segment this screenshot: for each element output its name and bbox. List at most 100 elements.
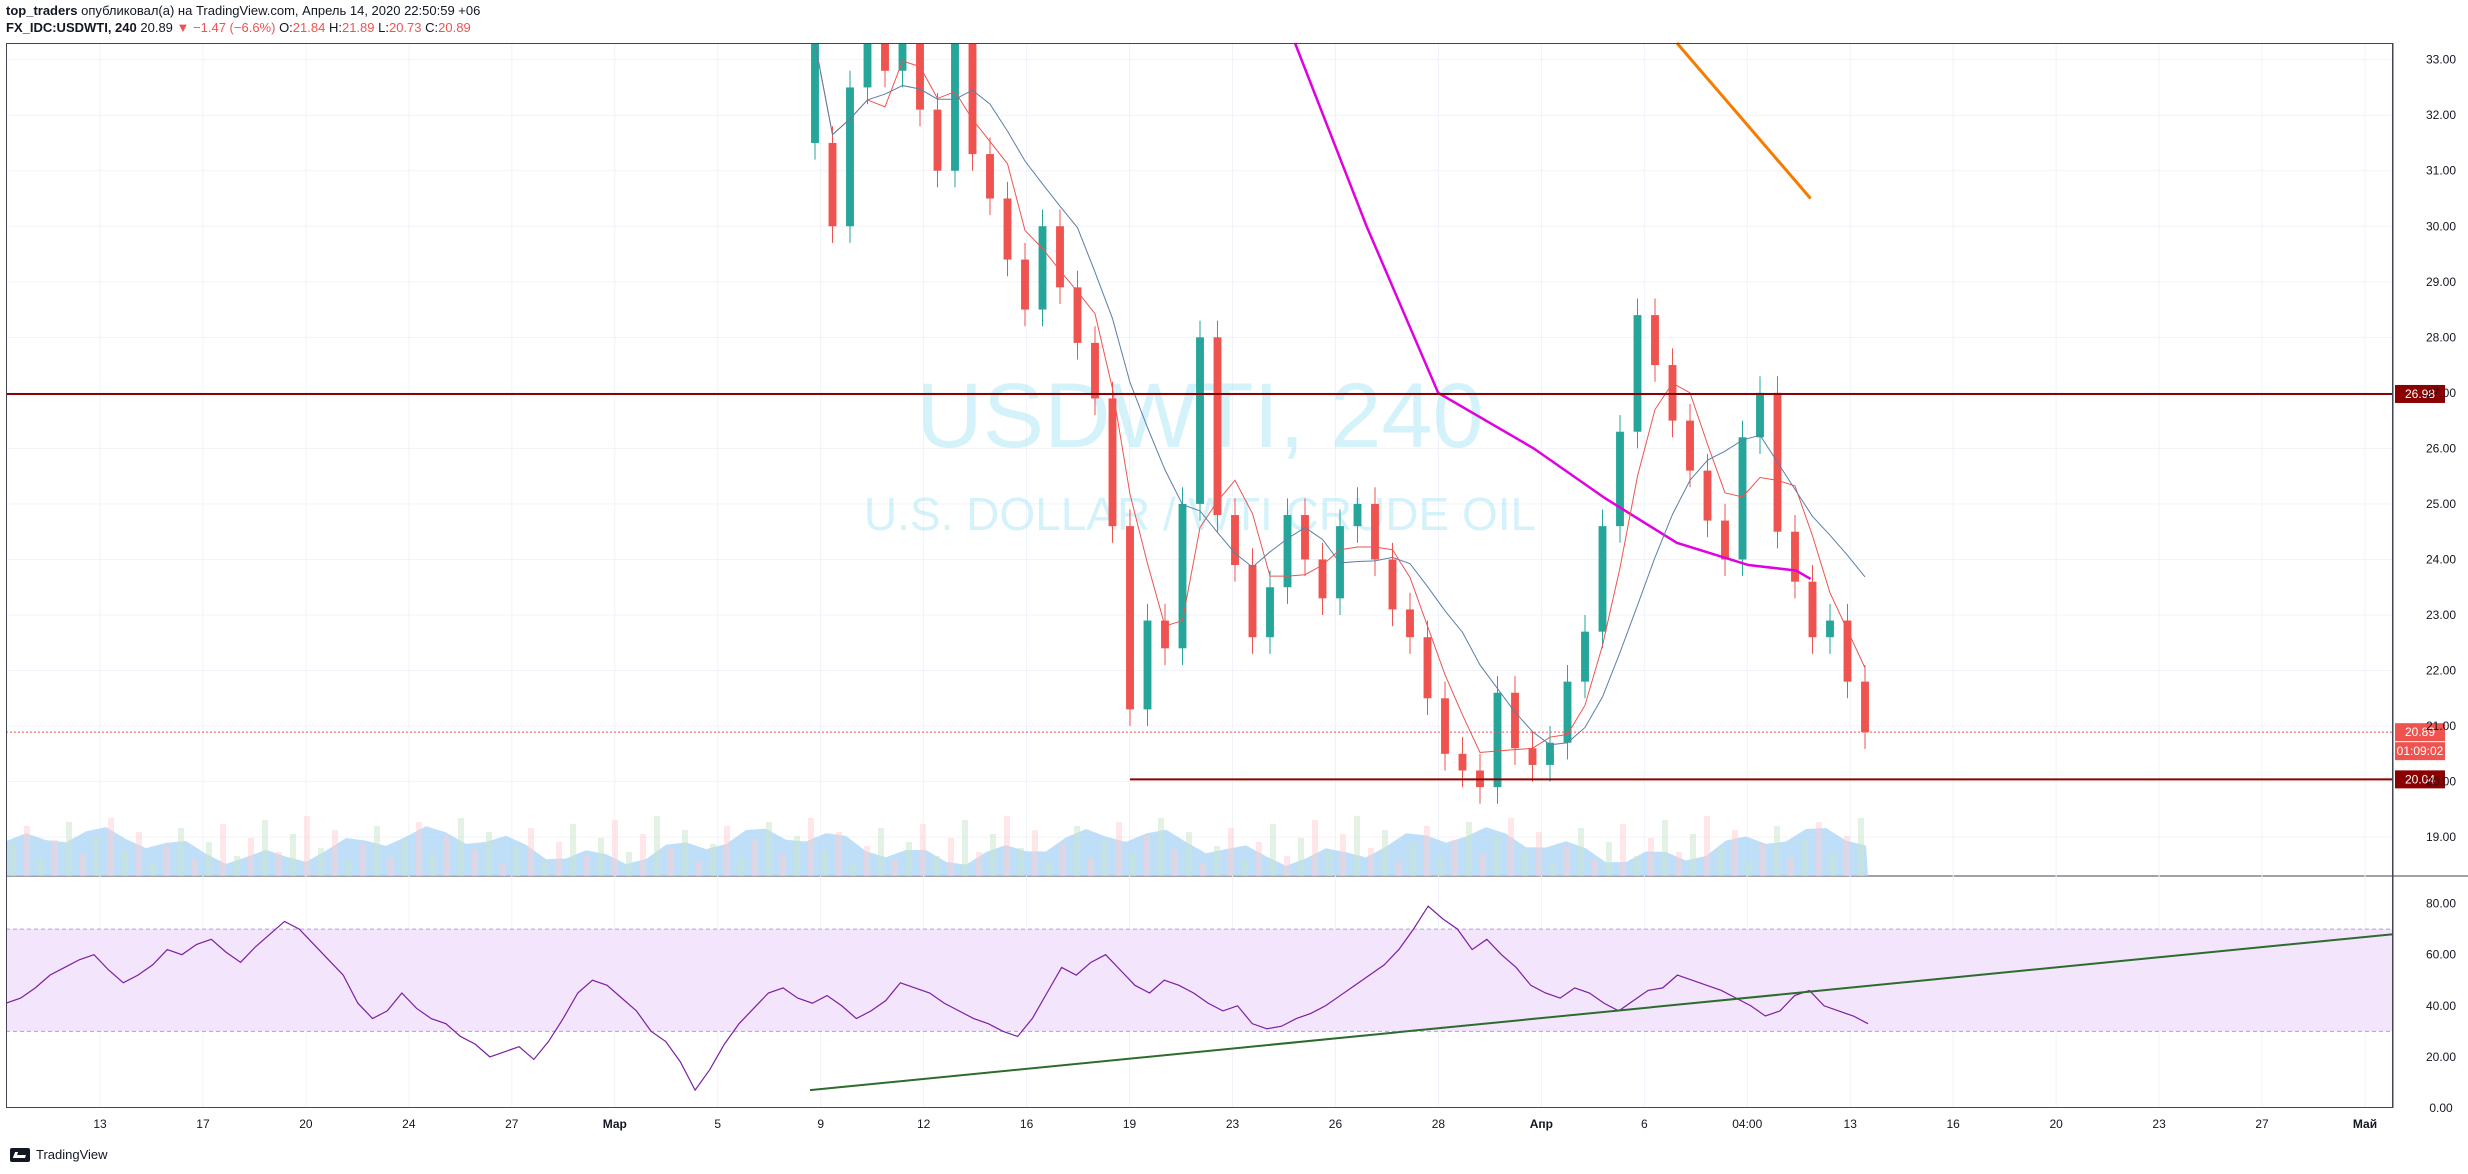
volume-bar (220, 824, 226, 876)
volume-bar (1018, 848, 1024, 876)
candle-body (1318, 559, 1327, 599)
volume-bar (612, 820, 618, 876)
candle-body (1826, 620, 1834, 638)
volume-bar (1284, 856, 1290, 876)
volume-bar (682, 830, 688, 876)
level-price-label: 20.89 (2405, 725, 2435, 739)
tradingview-footer[interactable]: TradingView (10, 1147, 108, 1162)
candle-body (1563, 681, 1572, 743)
price-levels[interactable]: 26.98 20.04 20.89 01:09:02 (6, 384, 2445, 789)
volume-bar (1746, 862, 1752, 876)
volume-bar (304, 816, 310, 876)
rsi-band (6, 929, 2393, 1032)
volume-bar (1368, 848, 1374, 876)
candle-body (1353, 503, 1362, 527)
time-axis[interactable]: 13 17 20 24 27 Мар 5 9 12 16 19 23 26 28 Апр 6 04:00 13 16… (93, 1117, 2377, 1131)
volume-bar (1732, 830, 1738, 876)
volume-bar (1606, 842, 1612, 876)
time-tick-label: 23 (2152, 1117, 2166, 1131)
volume-bar (1662, 820, 1668, 876)
rsi-line (5, 905, 1869, 1092)
volume-bar (248, 838, 254, 876)
price-tick-label: 20.00 (2426, 775, 2456, 789)
author-name[interactable]: top_traders (6, 3, 78, 18)
volume-bar (556, 842, 562, 876)
countdown-label: 01:09:02 (2397, 744, 2444, 758)
volume-bar (1592, 860, 1598, 876)
ma-line-red (814, 42, 1866, 753)
volume-bar (1760, 844, 1766, 876)
volume-bar (1256, 842, 1262, 876)
volume-bar (654, 816, 660, 876)
candle-body (1423, 637, 1432, 699)
moving-averages (814, 42, 1866, 753)
volume-bar (1340, 834, 1346, 876)
volume-bar (136, 832, 142, 876)
price-tick-label: 33.00 (2426, 53, 2456, 67)
candle-body (1668, 365, 1677, 421)
volume-bar (1088, 858, 1094, 876)
price-tick-label: 32.00 (2426, 108, 2456, 122)
volume-bar (710, 844, 716, 876)
candle-body (1686, 420, 1694, 471)
volume-bar (920, 824, 926, 876)
volume-bar (52, 840, 58, 876)
volume-bar (1326, 852, 1332, 876)
volume-bar (906, 842, 912, 876)
volume-bar (1102, 840, 1108, 876)
volume-bar (724, 826, 730, 876)
time-tick-label: Май (2353, 1117, 2377, 1131)
candle-body (951, 43, 959, 171)
candle-body (1581, 631, 1589, 682)
volume-bar (444, 836, 450, 876)
volume-bar (1522, 850, 1528, 876)
volume-bar (1410, 844, 1416, 876)
volume-bar (1494, 836, 1500, 876)
volume-bar (836, 832, 842, 876)
time-tick-label: 12 (917, 1117, 931, 1131)
volume-bar (1200, 864, 1206, 876)
candle-body (1493, 692, 1502, 788)
volume-bar (1550, 864, 1556, 876)
volume-area (6, 826, 1868, 876)
volume-bar (206, 842, 212, 876)
candle-body (1073, 287, 1082, 343)
volume-bar (794, 836, 800, 876)
down-arrow-icon: ▼ (176, 20, 190, 35)
volume-bar (1578, 828, 1584, 876)
price-axis[interactable]: 19.00 20.00 21.00 22.00 23.00 24.00 25.00 26.00… (2426, 53, 2456, 844)
volume-bar (668, 848, 674, 876)
ma-line-magenta (1293, 42, 1812, 580)
volume-bar (1312, 820, 1318, 876)
volume-bar (486, 832, 492, 876)
volume-bar (892, 860, 898, 876)
volume-bar (1676, 852, 1682, 876)
low-label: L: (378, 20, 389, 35)
close-label: C: (425, 20, 439, 35)
candle-body (1266, 587, 1274, 638)
volume-bar (808, 818, 814, 876)
close-value: 20.89 (438, 20, 471, 35)
candle-body (1406, 609, 1414, 638)
rsi-pane: 0.00 20.00 40.00 60.00 80.00 (5, 897, 2456, 1115)
volume-bar (164, 846, 170, 876)
volume-bar (1466, 822, 1472, 876)
price-tick-label: 26.00 (2426, 441, 2456, 455)
volume-bar (346, 862, 352, 876)
high-label: H: (328, 20, 342, 35)
volume-bar (780, 854, 786, 876)
volume-bar (472, 850, 478, 876)
volume-bar (766, 822, 772, 876)
candle-body (1161, 620, 1169, 649)
price-tick-label: 29.00 (2426, 275, 2456, 289)
candle-body (968, 43, 977, 155)
volume-bar (80, 854, 86, 876)
candle-body (1633, 315, 1642, 432)
time-tick-label: 27 (2255, 1117, 2269, 1131)
countdown-tag (2395, 742, 2445, 761)
volume-bar (1032, 830, 1038, 876)
candle-body (1231, 515, 1239, 566)
volume-bar (1074, 826, 1080, 876)
volume-bar (696, 862, 702, 876)
